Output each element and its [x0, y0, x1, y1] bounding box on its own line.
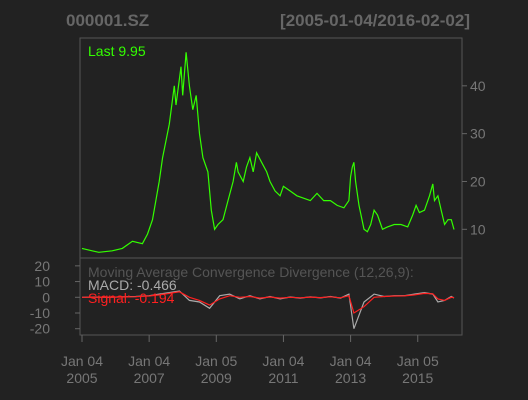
y-tick-label: 10 — [470, 221, 486, 237]
x-tick-label: Jan 04 2007 — [128, 353, 170, 386]
series-line — [81, 52, 455, 253]
y-tick-label: 30 — [470, 126, 486, 142]
y-tick-label: 20 — [34, 258, 50, 274]
date-range: [2005-01-04/2016-02-02] — [280, 11, 470, 30]
series-line — [81, 291, 455, 314]
y-tick-label: -20 — [30, 321, 50, 337]
y-tick-label: -10 — [30, 305, 50, 321]
chart-title: 000001.SZ — [66, 11, 149, 30]
x-tick-label: Jan 05 2009 — [195, 353, 237, 386]
legend-label: Signal: -0.194 — [88, 290, 175, 306]
y-tick-label: 10 — [34, 274, 50, 290]
x-tick-label: Jan 04 2013 — [330, 353, 372, 386]
y-tick-label: 20 — [470, 173, 486, 189]
x-tick-label: Jan 04 2011 — [262, 353, 304, 386]
indicator-title: Moving Average Convergence Divergence (1… — [88, 264, 414, 280]
x-tick-label: Jan 05 2015 — [397, 353, 439, 386]
y-tick-label: 40 — [470, 78, 486, 94]
macd-panel — [79, 257, 463, 336]
x-tick-label: Jan 04 2005 — [61, 353, 103, 386]
legend-label: MACD: -0.466 — [88, 277, 177, 293]
y-tick-label: 0 — [42, 289, 50, 305]
legend-label: Last 9.95 — [88, 43, 146, 59]
